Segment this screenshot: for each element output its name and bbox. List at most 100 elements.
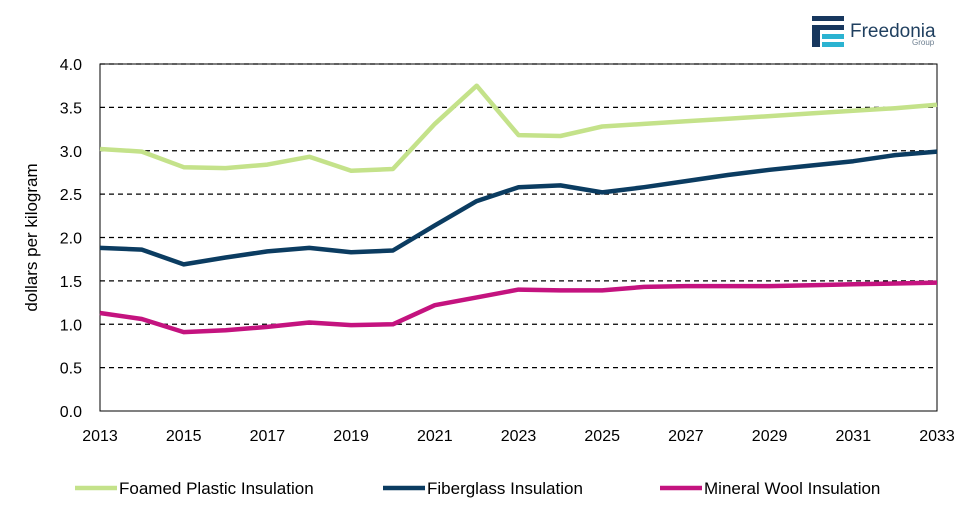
data-point-0: [182, 165, 186, 169]
data-point-0: [517, 133, 521, 137]
x-tick-label: 2031: [836, 428, 872, 445]
data-point-2: [935, 281, 939, 285]
data-point-0: [265, 163, 269, 167]
x-tick-label: 2033: [919, 428, 955, 445]
x-tick-label: 2025: [584, 428, 620, 445]
data-point-2: [265, 325, 269, 329]
y-tick-label: 0.5: [60, 361, 82, 378]
y-tick-label: 3.0: [60, 144, 82, 161]
logo-bar-accent-low: [822, 42, 844, 47]
x-tick-label: 2013: [82, 428, 118, 445]
legend-label-1: Fiberglass Insulation: [427, 479, 583, 498]
data-point-1: [98, 246, 102, 250]
data-point-0: [684, 119, 688, 123]
data-point-0: [935, 103, 939, 107]
data-point-2: [809, 283, 813, 287]
data-point-2: [307, 321, 311, 325]
x-tick-label: 2017: [250, 428, 286, 445]
logo-sub: Group: [912, 38, 935, 47]
data-point-0: [98, 147, 102, 151]
data-point-0: [224, 166, 228, 170]
data-point-2: [391, 322, 395, 326]
data-point-0: [307, 155, 311, 159]
y-tick-label: 1.5: [60, 274, 82, 291]
legend: Foamed Plastic Insulation Fiberglass Insu…: [75, 479, 880, 498]
logo-bar-accent: [822, 34, 844, 39]
data-point-2: [517, 288, 521, 292]
data-point-2: [726, 284, 730, 288]
series-layer: [98, 83, 939, 335]
legend-label-2: Mineral Wool Insulation: [704, 479, 880, 498]
data-point-1: [433, 223, 437, 227]
data-point-0: [475, 84, 479, 88]
data-point-0: [726, 117, 730, 121]
data-point-2: [642, 285, 646, 289]
data-point-2: [349, 323, 353, 327]
logo-name: Freedonia: [850, 21, 936, 42]
data-point-0: [140, 150, 144, 154]
data-point-1: [475, 199, 479, 203]
data-point-1: [809, 163, 813, 167]
data-point-2: [684, 284, 688, 288]
x-tick-label: 2019: [333, 428, 369, 445]
data-point-2: [98, 311, 102, 315]
data-point-2: [475, 295, 479, 299]
grid-layer: [100, 63, 937, 369]
data-point-1: [600, 190, 604, 194]
series-line-2: [99, 280, 938, 335]
data-point-1: [265, 249, 269, 253]
data-point-1: [935, 150, 939, 154]
y-tick-label: 2.5: [60, 187, 82, 204]
logo-stem: [812, 30, 820, 47]
logo-bar-upper: [812, 25, 844, 30]
data-point-0: [558, 134, 562, 138]
data-point-2: [851, 282, 855, 286]
data-point-2: [600, 288, 604, 292]
data-point-0: [893, 106, 897, 110]
x-tick-label: 2021: [417, 428, 453, 445]
freedonia-logo: Freedonia Group: [812, 16, 936, 47]
y-tick-label: 4.0: [60, 57, 82, 74]
x-tick-label: 2029: [752, 428, 788, 445]
series-line-0: [99, 83, 938, 173]
data-point-1: [391, 249, 395, 253]
data-point-2: [558, 288, 562, 292]
data-point-2: [768, 284, 772, 288]
data-point-1: [182, 262, 186, 266]
data-point-2: [433, 303, 437, 307]
x-tick-label: 2027: [668, 428, 704, 445]
y-tick-label: 2.0: [60, 231, 82, 248]
data-point-2: [182, 330, 186, 334]
data-point-2: [224, 328, 228, 332]
logo-bar-top: [812, 16, 844, 21]
y-tick-label: 1.0: [60, 317, 82, 334]
data-point-1: [768, 168, 772, 172]
data-point-0: [642, 122, 646, 126]
data-point-1: [224, 255, 228, 259]
data-point-1: [726, 173, 730, 177]
data-point-1: [517, 185, 521, 189]
data-point-1: [893, 153, 897, 157]
data-point-1: [140, 248, 144, 252]
x-tick-label: 2015: [166, 428, 202, 445]
y-axis-title: dollars per kilogram: [22, 163, 41, 311]
y-tick-label: 3.5: [60, 100, 82, 117]
y-tick-label: 0.0: [60, 404, 82, 421]
axis-layer: 0.0 0.5 1.0 1.5 2.0 2.5 3.0 3.5 4.0 2013 2015 2017 2…: [22, 57, 955, 445]
data-point-0: [851, 109, 855, 113]
data-point-0: [433, 122, 437, 126]
data-point-2: [893, 281, 897, 285]
data-point-0: [391, 167, 395, 171]
series-line-1: [99, 149, 938, 267]
data-point-0: [809, 111, 813, 115]
plot-frame: [99, 63, 938, 412]
data-point-2: [140, 317, 144, 321]
data-point-0: [349, 169, 353, 173]
data-point-1: [349, 250, 353, 254]
legend-label-0: Foamed Plastic Insulation: [119, 479, 314, 498]
data-point-1: [684, 179, 688, 183]
data-point-1: [642, 185, 646, 189]
data-point-1: [851, 159, 855, 163]
